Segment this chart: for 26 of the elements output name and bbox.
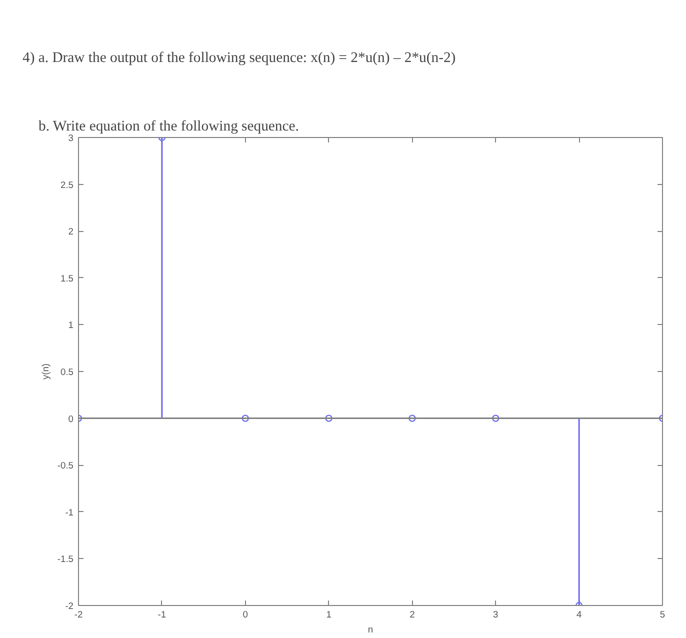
- x-tick-label: 0: [242, 610, 248, 620]
- y-tick-label: 3: [68, 133, 74, 143]
- y-tick-label: -2: [65, 601, 74, 611]
- x-tick-label: 4: [576, 610, 582, 620]
- point: [408, 414, 416, 422]
- x-tick-label: 3: [493, 610, 498, 620]
- x-axis-title: n: [368, 624, 374, 634]
- chart-subtitle: b. Write equation of the following sequence.: [38, 118, 299, 134]
- y-tick-label: 0: [68, 414, 74, 424]
- point: [325, 414, 332, 422]
- x-tick-label: 5: [660, 610, 666, 620]
- point: [242, 414, 249, 422]
- y-tick-label: 1: [68, 320, 74, 330]
- y-tick-label: -1: [65, 507, 74, 518]
- x-tick-label: 2: [410, 610, 415, 620]
- point: [492, 414, 500, 422]
- y-tick-label: 1.5: [60, 273, 74, 284]
- y-tick-label: 2: [68, 226, 74, 237]
- y-tick-label: 2.5: [60, 180, 74, 190]
- y-tick-label: -0.5: [57, 460, 74, 471]
- x-tick-label: -1: [158, 610, 166, 620]
- y-axis-title: y(n): [40, 363, 50, 380]
- y-tick-label: -1.5: [57, 554, 74, 564]
- x-tick-label: 1: [326, 610, 332, 620]
- chart-title: 4) a. Draw the output of the following sequence: x(n) = 2*u(n) – 2*u(n-2): [22, 50, 456, 66]
- y-tick-label: 0.5: [60, 367, 74, 377]
